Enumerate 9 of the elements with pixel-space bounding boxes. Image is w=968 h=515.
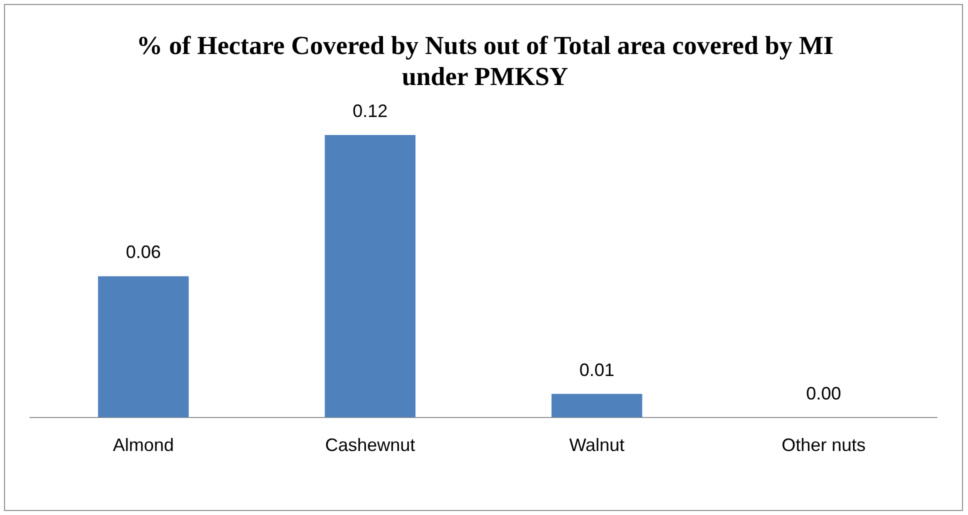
data-label: 0.06 <box>126 242 161 262</box>
chart-title: % of Hectare Covered by Nuts out of Total area covered by MI under PMKSY <box>135 30 835 92</box>
data-label: 0.01 <box>579 360 614 380</box>
x-tick-label: Walnut <box>569 435 625 456</box>
x-tick-label: Almond <box>112 435 174 456</box>
data-label: 0.12 <box>352 100 388 121</box>
x-tick-label: Cashewnut <box>325 435 416 456</box>
data-label: 0.00 <box>806 383 842 404</box>
x-tick-label: Other nuts <box>782 435 866 456</box>
